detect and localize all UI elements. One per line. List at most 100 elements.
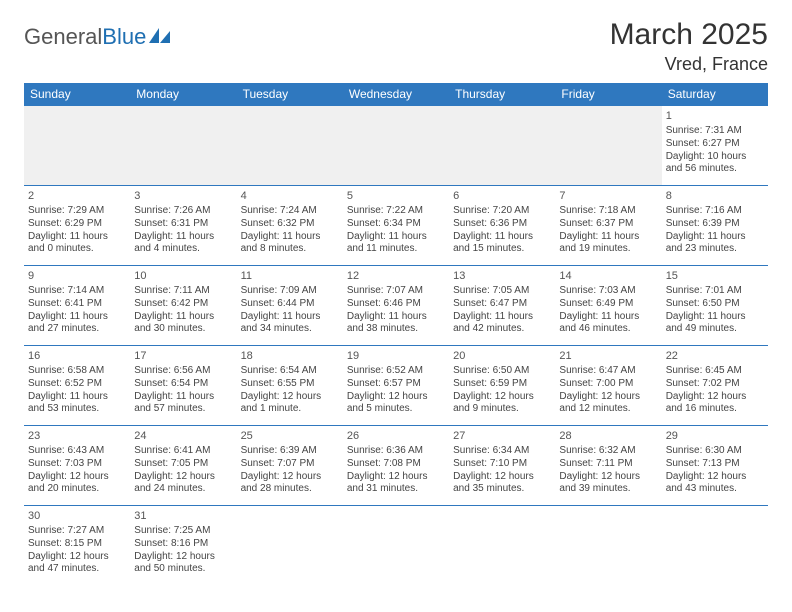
daylight-line: Daylight: 11 hours and 11 minutes. [347, 231, 445, 257]
day-number: 11 [241, 269, 339, 283]
calendar-cell: 28Sunrise: 6:32 AMSunset: 7:11 PMDayligh… [555, 426, 661, 506]
calendar-cell: 25Sunrise: 6:39 AMSunset: 7:07 PMDayligh… [237, 426, 343, 506]
weekday-header: Wednesday [343, 83, 449, 106]
sunset-line: Sunset: 8:15 PM [28, 538, 126, 551]
calendar-cell-blank [662, 506, 768, 586]
sunset-line: Sunset: 6:31 PM [134, 218, 232, 231]
daylight-line: Daylight: 12 hours and 31 minutes. [347, 471, 445, 497]
calendar-row: 2Sunrise: 7:29 AMSunset: 6:29 PMDaylight… [24, 186, 768, 266]
day-number: 29 [666, 429, 764, 443]
day-number: 22 [666, 349, 764, 363]
sunrise-line: Sunrise: 7:22 AM [347, 205, 445, 218]
day-number: 5 [347, 189, 445, 203]
weekday-header-row: Sunday Monday Tuesday Wednesday Thursday… [24, 83, 768, 106]
calendar-cell: 15Sunrise: 7:01 AMSunset: 6:50 PMDayligh… [662, 266, 768, 346]
calendar-cell-blank [24, 106, 130, 186]
sunset-line: Sunset: 6:42 PM [134, 298, 232, 311]
calendar-cell: 26Sunrise: 6:36 AMSunset: 7:08 PMDayligh… [343, 426, 449, 506]
day-number: 25 [241, 429, 339, 443]
page-title: March 2025 [610, 18, 768, 52]
day-number: 21 [559, 349, 657, 363]
calendar-cell: 5Sunrise: 7:22 AMSunset: 6:34 PMDaylight… [343, 186, 449, 266]
calendar-cell: 29Sunrise: 6:30 AMSunset: 7:13 PMDayligh… [662, 426, 768, 506]
sunrise-line: Sunrise: 7:18 AM [559, 205, 657, 218]
day-number: 20 [453, 349, 551, 363]
calendar-cell: 24Sunrise: 6:41 AMSunset: 7:05 PMDayligh… [130, 426, 236, 506]
calendar-row: 30Sunrise: 7:27 AMSunset: 8:15 PMDayligh… [24, 506, 768, 586]
title-block: March 2025 Vred, France [610, 18, 768, 75]
sunset-line: Sunset: 7:00 PM [559, 378, 657, 391]
sunset-line: Sunset: 8:16 PM [134, 538, 232, 551]
sunrise-line: Sunrise: 7:29 AM [28, 205, 126, 218]
calendar-cell: 11Sunrise: 7:09 AMSunset: 6:44 PMDayligh… [237, 266, 343, 346]
calendar-cell-blank [343, 106, 449, 186]
sunrise-line: Sunrise: 6:43 AM [28, 445, 126, 458]
calendar-cell-blank [449, 106, 555, 186]
calendar-cell: 14Sunrise: 7:03 AMSunset: 6:49 PMDayligh… [555, 266, 661, 346]
day-number: 19 [347, 349, 445, 363]
calendar-cell: 27Sunrise: 6:34 AMSunset: 7:10 PMDayligh… [449, 426, 555, 506]
calendar-row: 1Sunrise: 7:31 AMSunset: 6:27 PMDaylight… [24, 106, 768, 186]
calendar-cell-blank [237, 506, 343, 586]
calendar-cell: 16Sunrise: 6:58 AMSunset: 6:52 PMDayligh… [24, 346, 130, 426]
sunrise-line: Sunrise: 7:07 AM [347, 285, 445, 298]
day-number: 28 [559, 429, 657, 443]
daylight-line: Daylight: 12 hours and 35 minutes. [453, 471, 551, 497]
calendar-cell: 21Sunrise: 6:47 AMSunset: 7:00 PMDayligh… [555, 346, 661, 426]
daylight-line: Daylight: 12 hours and 16 minutes. [666, 391, 764, 417]
calendar-cell: 8Sunrise: 7:16 AMSunset: 6:39 PMDaylight… [662, 186, 768, 266]
sunrise-line: Sunrise: 7:05 AM [453, 285, 551, 298]
sunset-line: Sunset: 6:39 PM [666, 218, 764, 231]
sunrise-line: Sunrise: 6:39 AM [241, 445, 339, 458]
daylight-line: Daylight: 11 hours and 23 minutes. [666, 231, 764, 257]
sunrise-line: Sunrise: 7:09 AM [241, 285, 339, 298]
daylight-line: Daylight: 10 hours and 56 minutes. [666, 151, 764, 177]
daylight-line: Daylight: 11 hours and 19 minutes. [559, 231, 657, 257]
day-number: 9 [28, 269, 126, 283]
sunset-line: Sunset: 6:54 PM [134, 378, 232, 391]
day-number: 1 [666, 109, 764, 123]
sunrise-line: Sunrise: 7:11 AM [134, 285, 232, 298]
daylight-line: Daylight: 12 hours and 39 minutes. [559, 471, 657, 497]
sunrise-line: Sunrise: 6:52 AM [347, 365, 445, 378]
day-number: 13 [453, 269, 551, 283]
sunrise-line: Sunrise: 7:20 AM [453, 205, 551, 218]
sunrise-line: Sunrise: 6:50 AM [453, 365, 551, 378]
daylight-line: Daylight: 11 hours and 4 minutes. [134, 231, 232, 257]
day-number: 7 [559, 189, 657, 203]
calendar-cell-blank [237, 106, 343, 186]
location-label: Vred, France [610, 54, 768, 75]
sunrise-line: Sunrise: 6:32 AM [559, 445, 657, 458]
weekday-header: Monday [130, 83, 236, 106]
sunrise-line: Sunrise: 7:27 AM [28, 525, 126, 538]
sunrise-line: Sunrise: 6:54 AM [241, 365, 339, 378]
daylight-line: Daylight: 11 hours and 0 minutes. [28, 231, 126, 257]
logo-sail-icon [149, 24, 171, 50]
calendar-cell-blank [130, 106, 236, 186]
sunset-line: Sunset: 6:37 PM [559, 218, 657, 231]
day-number: 17 [134, 349, 232, 363]
sunset-line: Sunset: 7:05 PM [134, 458, 232, 471]
sunset-line: Sunset: 6:44 PM [241, 298, 339, 311]
day-number: 14 [559, 269, 657, 283]
calendar-cell-blank [449, 506, 555, 586]
sunrise-line: Sunrise: 6:30 AM [666, 445, 764, 458]
sunset-line: Sunset: 6:46 PM [347, 298, 445, 311]
sunrise-line: Sunrise: 7:26 AM [134, 205, 232, 218]
daylight-line: Daylight: 12 hours and 24 minutes. [134, 471, 232, 497]
calendar-cell: 3Sunrise: 7:26 AMSunset: 6:31 PMDaylight… [130, 186, 236, 266]
calendar-cell: 17Sunrise: 6:56 AMSunset: 6:54 PMDayligh… [130, 346, 236, 426]
sunset-line: Sunset: 6:49 PM [559, 298, 657, 311]
sunset-line: Sunset: 6:59 PM [453, 378, 551, 391]
daylight-line: Daylight: 11 hours and 49 minutes. [666, 311, 764, 337]
sunset-line: Sunset: 7:02 PM [666, 378, 764, 391]
daylight-line: Daylight: 12 hours and 20 minutes. [28, 471, 126, 497]
calendar-cell: 2Sunrise: 7:29 AMSunset: 6:29 PMDaylight… [24, 186, 130, 266]
weekday-header: Tuesday [237, 83, 343, 106]
calendar-cell: 22Sunrise: 6:45 AMSunset: 7:02 PMDayligh… [662, 346, 768, 426]
weekday-header: Saturday [662, 83, 768, 106]
day-number: 8 [666, 189, 764, 203]
day-number: 4 [241, 189, 339, 203]
day-number: 26 [347, 429, 445, 443]
day-number: 18 [241, 349, 339, 363]
